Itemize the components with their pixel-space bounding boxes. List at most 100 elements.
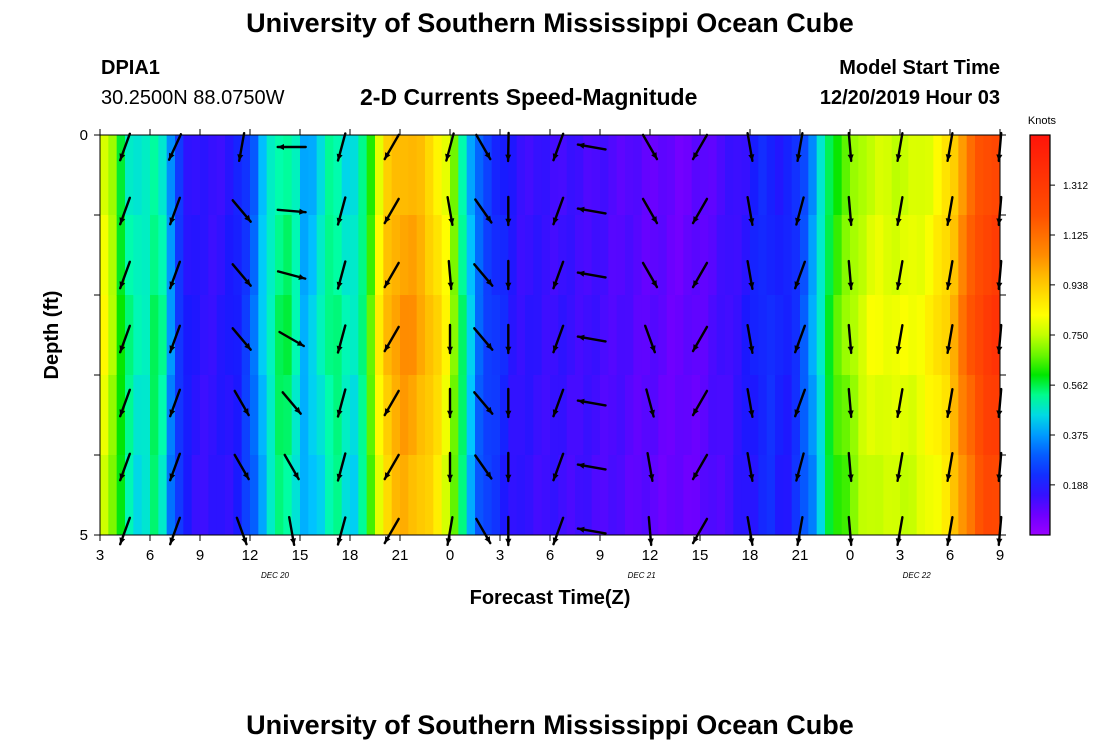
heatmap-cell	[400, 375, 409, 456]
heatmap-cell	[408, 455, 418, 535]
heatmap-cell	[733, 295, 743, 376]
current-vector	[118, 260, 132, 290]
heatmap-cell	[408, 215, 418, 296]
current-vector	[475, 133, 492, 161]
current-vector	[505, 195, 512, 227]
heatmap-cell	[341, 215, 351, 296]
heatmap-cell	[483, 215, 493, 296]
current-vector	[383, 261, 400, 289]
heatmap-cell	[566, 295, 576, 376]
heatmap-cell	[916, 135, 926, 216]
current-vector	[447, 387, 453, 419]
heatmap-cell	[366, 455, 376, 535]
heatmap-cell	[316, 295, 326, 376]
heatmap-cell	[116, 215, 126, 296]
current-vector	[446, 195, 455, 227]
heatmap-cell	[175, 455, 184, 535]
heatmap-cell	[833, 135, 843, 216]
heatmap-cell	[325, 375, 334, 456]
heatmap-cell	[525, 455, 534, 535]
heatmap-cell	[808, 135, 818, 216]
heatmap-cell	[350, 375, 359, 456]
heatmap-cell	[800, 135, 809, 216]
current-vector	[505, 451, 512, 483]
current-vector	[118, 516, 132, 546]
heatmap-cell	[283, 375, 293, 456]
x-tick-label: 12	[642, 547, 659, 564]
heatmap-cell	[283, 455, 293, 535]
heatmap-cell	[375, 295, 384, 376]
heatmap-cell	[966, 135, 976, 216]
heatmap-cell	[716, 135, 726, 216]
heatmap-cell	[516, 295, 526, 376]
current-vector	[795, 452, 805, 482]
heatmap-cell	[100, 295, 109, 376]
heatmap-cell	[808, 215, 818, 296]
heatmap-cell	[683, 215, 693, 296]
heatmap-cell	[783, 135, 793, 216]
heatmap-cell	[183, 215, 193, 296]
footer-title: University of Southern Mississippi Ocean…	[246, 710, 854, 740]
heatmap-cell	[625, 295, 634, 376]
heatmap-cell	[625, 215, 634, 296]
current-vector	[336, 196, 347, 226]
current-vector	[231, 263, 252, 287]
heatmap-cell	[733, 375, 743, 456]
heatmap-cell	[266, 295, 276, 376]
heatmap-cell	[741, 455, 751, 535]
heatmap-cell	[333, 455, 343, 535]
heatmap-cell	[550, 135, 559, 216]
current-vector	[336, 388, 347, 418]
heatmap-cell	[858, 215, 868, 296]
heatmap-cell	[966, 215, 976, 296]
current-vector	[847, 259, 854, 291]
heatmap-cell	[558, 295, 568, 376]
current-vector	[691, 325, 709, 353]
heatmap-cell	[825, 215, 834, 296]
heatmap-cell	[750, 295, 759, 376]
y-axis-label: Depth (ft)	[41, 291, 63, 380]
heatmap-cell	[841, 215, 851, 296]
current-vector	[276, 270, 307, 280]
heatmap-cell	[241, 455, 251, 535]
current-vector	[231, 199, 252, 223]
heatmap-cell	[625, 375, 634, 456]
heatmap-cell	[966, 455, 976, 535]
heatmap-cell	[516, 215, 526, 296]
heatmap-cell	[983, 375, 993, 456]
current-vector	[945, 131, 954, 163]
current-vector	[945, 388, 954, 418]
current-vector	[168, 388, 182, 418]
heatmap-cell	[816, 375, 826, 456]
heatmap-cell	[891, 215, 901, 296]
heatmap-cell	[700, 135, 709, 216]
heatmap-cell	[800, 215, 809, 296]
heatmap-cell	[466, 295, 476, 376]
heatmap-cell	[791, 295, 801, 376]
heatmap-cell	[908, 215, 918, 296]
current-vector	[945, 324, 954, 354]
heatmap-cell	[916, 215, 926, 296]
x-tick-label: 18	[742, 547, 759, 564]
current-vector	[895, 260, 904, 290]
current-vector	[474, 454, 493, 480]
heatmap-cell	[850, 295, 859, 376]
heatmap-cell	[383, 375, 393, 456]
heatmap-cell	[708, 215, 718, 296]
heatmap-cell	[466, 135, 476, 216]
heatmap-cell	[608, 215, 618, 296]
heatmap-cell	[116, 135, 126, 216]
heatmap-cell	[725, 455, 734, 535]
heatmap-cell	[466, 215, 476, 296]
current-vector	[641, 261, 659, 289]
current-vector	[576, 142, 607, 151]
heatmap-cell	[591, 455, 601, 535]
heatmap-cell	[525, 215, 534, 296]
heatmap-cell	[816, 135, 826, 216]
heatmap-cell	[391, 215, 401, 296]
heatmap-cell	[391, 135, 401, 216]
heatmap-cell	[483, 455, 493, 535]
x-tick-label: 21	[792, 547, 809, 564]
heatmap-cell	[383, 135, 393, 216]
heatmap-cell	[233, 215, 243, 296]
